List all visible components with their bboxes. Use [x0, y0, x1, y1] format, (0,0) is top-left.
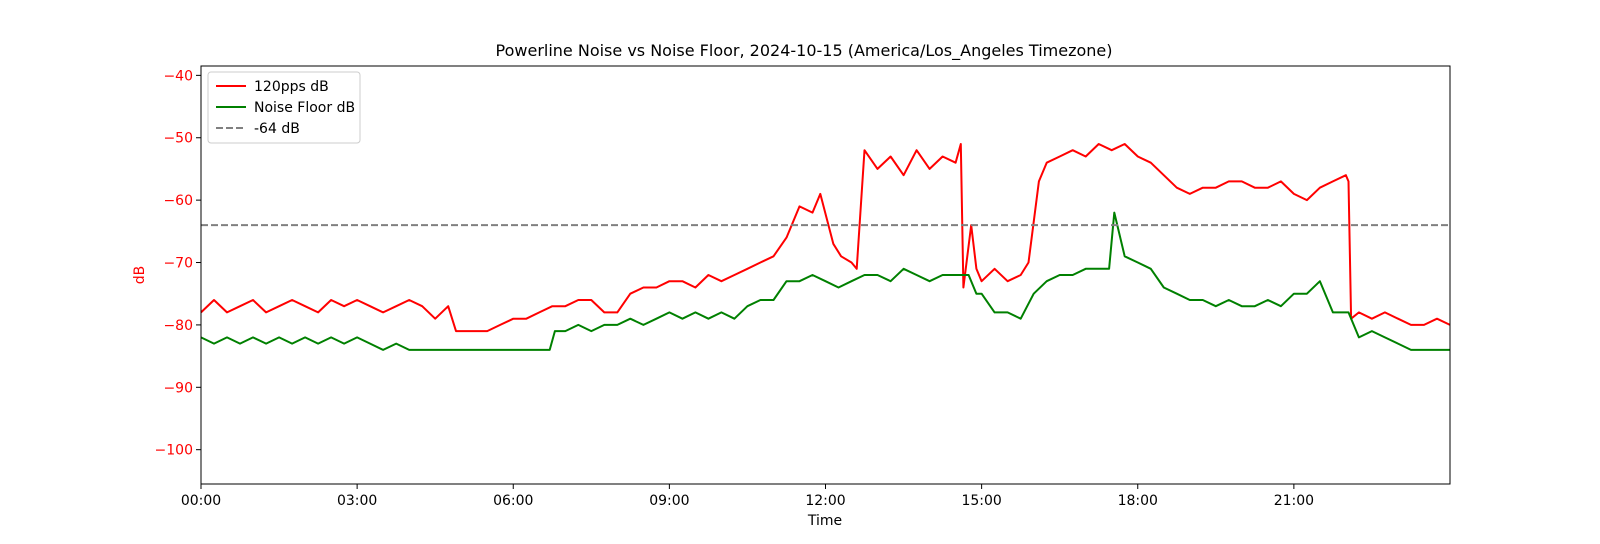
- series-layer: [200, 143, 1451, 351]
- y-axis-label: dB: [132, 266, 148, 285]
- x-tick-label: 21:00: [1274, 493, 1314, 509]
- legend-label: -64 dB: [254, 121, 300, 137]
- series-line-0: [200, 143, 1451, 333]
- y-tick-label: −100: [155, 443, 193, 459]
- x-tick-label: 12:00: [805, 493, 845, 509]
- x-axis-ticks: 00:00 03:00 06:00 09:00 12:00 15:00 18:00 21:00: [181, 484, 1314, 509]
- legend-label: Noise Floor dB: [254, 100, 355, 116]
- chart-title: Powerline Noise vs Noise Floor, 2024-10-…: [496, 41, 1113, 61]
- x-tick-label: 06:00: [493, 493, 533, 509]
- x-tick-label: 00:00: [181, 493, 221, 509]
- y-tick-label: −50: [163, 131, 193, 147]
- y-axis-ticks: −40 −50 −60 −70 −80 −90 −100: [155, 68, 201, 459]
- y-tick-label: −80: [163, 318, 193, 334]
- series-line-1: [200, 211, 1450, 351]
- x-tick-label: 15:00: [961, 493, 1001, 509]
- x-tick-label: 09:00: [649, 493, 689, 509]
- chart-legend: 120pps dB Noise Floor dB -64 dB: [207, 71, 361, 144]
- legend-label: 120pps dB: [254, 79, 329, 95]
- legend-box: [207, 71, 361, 144]
- y-tick-label: −90: [163, 380, 193, 396]
- x-tick-label: 18:00: [1118, 493, 1158, 509]
- x-axis-label: Time: [807, 513, 842, 529]
- y-tick-label: −40: [163, 68, 193, 84]
- y-tick-label: −70: [163, 256, 193, 272]
- y-tick-label: −60: [163, 193, 193, 209]
- x-tick-label: 03:00: [337, 493, 377, 509]
